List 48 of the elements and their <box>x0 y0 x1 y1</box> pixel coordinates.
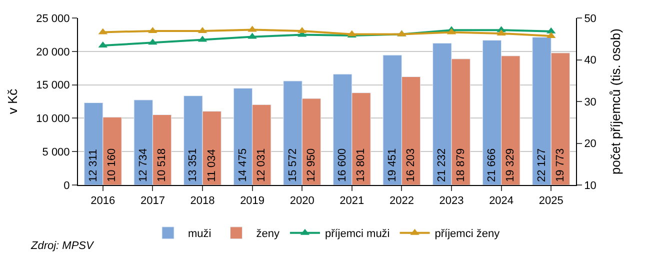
x-tick-label: 2025 <box>538 195 564 208</box>
data-label: 16 203 <box>405 148 418 182</box>
data-label: 12 950 <box>305 148 318 182</box>
x-tick-label: 2016 <box>90 195 116 208</box>
legend-label: příjemci muži <box>324 228 390 240</box>
data-label: 14 475 <box>236 148 249 182</box>
data-label: 10 160 <box>106 148 118 182</box>
data-label: 19 451 <box>386 148 398 182</box>
y2-tick-label: 20 <box>584 138 596 150</box>
data-label: 12 734 <box>137 148 150 182</box>
data-label: 15 572 <box>286 148 299 182</box>
data-label: 22 127 <box>536 148 548 182</box>
y-tick-label: 25 000 <box>36 12 70 25</box>
data-label: 21 666 <box>486 148 498 182</box>
x-tick-label: 2018 <box>190 195 215 208</box>
data-label: 12 031 <box>256 148 268 182</box>
y-tick-label: 15 000 <box>36 80 70 92</box>
x-tick-label: 2019 <box>240 195 265 208</box>
text: Zdroj: MPSV <box>30 240 96 252</box>
y2-tick-label: 30 <box>584 96 596 108</box>
data-label: 12 311 <box>88 149 100 182</box>
data-label: 19 773 <box>554 148 566 182</box>
legend-label: ženy <box>256 228 280 240</box>
data-label: 19 329 <box>504 148 517 182</box>
data-label: 11 034 <box>206 149 218 182</box>
x-tick-label: 2021 <box>340 195 364 208</box>
data-label: 18 879 <box>454 148 467 182</box>
y-tick-label: 10 000 <box>36 113 70 126</box>
y2-tick-label: 40 <box>584 54 596 67</box>
data-label: 10 518 <box>156 148 168 182</box>
data-label: 16 600 <box>336 148 349 182</box>
legend-label: muži <box>188 228 212 240</box>
y-tick-label: 0 <box>64 180 70 192</box>
y-tick-label: 5 000 <box>42 146 70 158</box>
x-tick-label: 2017 <box>140 195 165 208</box>
data-label: 13 351 <box>187 148 200 182</box>
y-tick-label: 20 000 <box>36 46 70 58</box>
x-tick-label: 2023 <box>439 195 464 208</box>
y2-tick-label: 50 <box>584 12 596 25</box>
legend-label: příjemci ženy <box>434 228 500 240</box>
x-tick-label: 2022 <box>389 195 414 208</box>
y2-tick-label: 10 <box>584 180 596 192</box>
x-tick-label: 2020 <box>290 195 314 208</box>
data-label: 21 232 <box>436 148 448 182</box>
data-label: 13 801 <box>355 148 368 182</box>
x-tick-label: 2024 <box>489 195 514 208</box>
y2-axis-title: počet příjemců (tis. osob) <box>608 28 624 174</box>
y-axis-title: v Kč <box>5 88 20 114</box>
